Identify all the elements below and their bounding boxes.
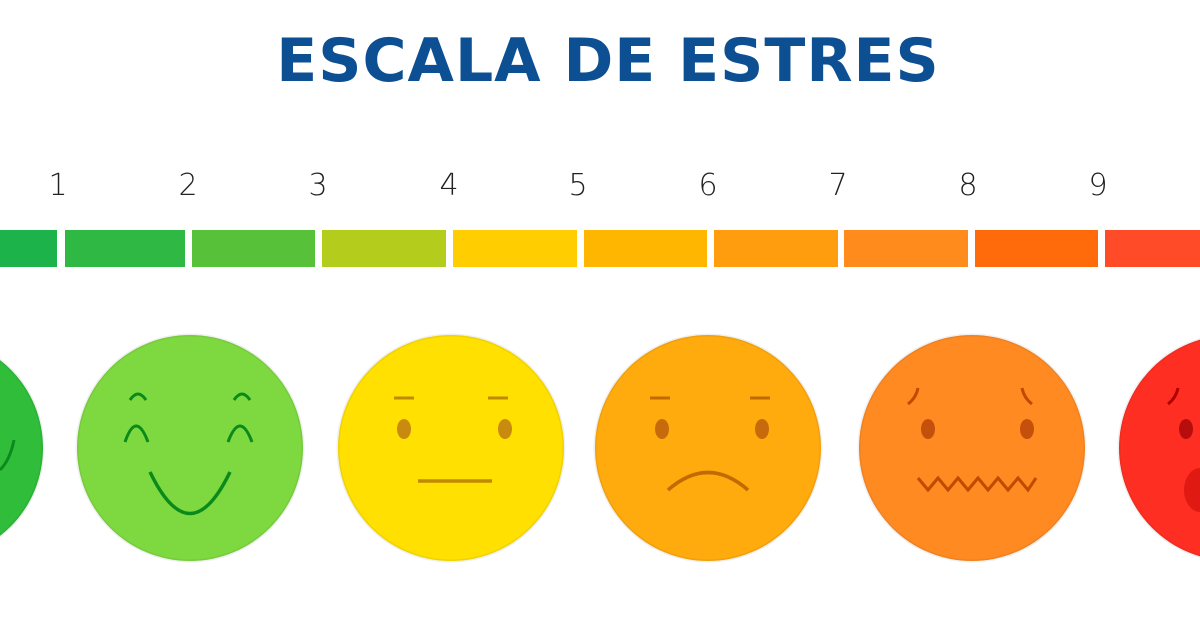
scale-segment <box>584 230 707 267</box>
very-happy-face-icon <box>75 333 305 563</box>
scale-number: 5 <box>568 168 588 203</box>
scale-segment <box>453 230 577 267</box>
anxious-face-icon <box>857 333 1087 563</box>
scale-number: 4 <box>439 168 459 203</box>
scale-number: 6 <box>698 168 718 203</box>
page-title: ESCALA DE ESTRES <box>276 26 940 96</box>
scale-number: 2 <box>178 168 198 203</box>
scale-segment <box>844 230 968 267</box>
sad-face-icon <box>593 333 823 563</box>
scale-segment <box>322 230 446 267</box>
scale-segment <box>975 230 1098 267</box>
scale-segment <box>65 230 185 267</box>
scale-segment <box>192 230 315 267</box>
scale-number: 9 <box>1088 168 1108 203</box>
scale-number: 1 <box>48 168 68 203</box>
distressed-face-icon <box>1117 338 1200 558</box>
neutral-face-icon <box>336 333 566 563</box>
scale-number: 8 <box>958 168 978 203</box>
scale-number: 3 <box>308 168 328 203</box>
scale-segment <box>0 230 57 267</box>
happy-face-icon <box>0 358 45 538</box>
scale-segment <box>714 230 838 267</box>
scale-number: 7 <box>828 168 848 203</box>
scale-segment <box>1105 230 1200 267</box>
